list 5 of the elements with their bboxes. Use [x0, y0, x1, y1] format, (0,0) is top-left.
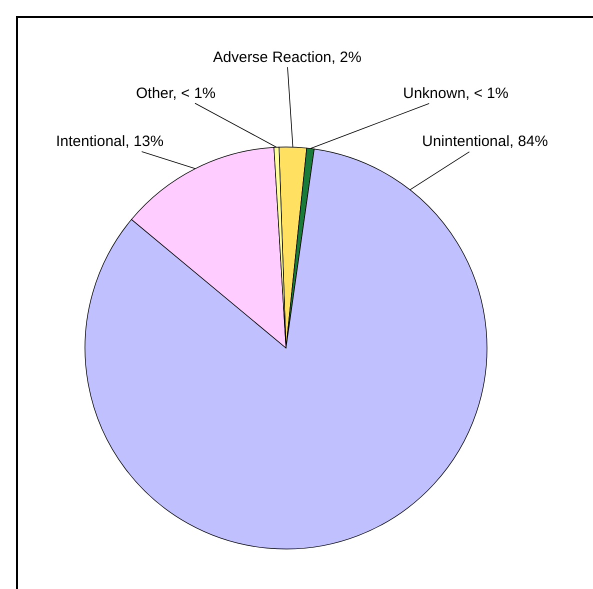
slice-label: Other, < 1% — [136, 85, 216, 102]
slice-label: Adverse Reaction, 2% — [213, 49, 362, 66]
slice-label: Unintentional, 84% — [422, 133, 548, 150]
slice-label: Unknown, < 1% — [403, 85, 508, 102]
slice-label: Intentional, 13% — [56, 133, 164, 150]
